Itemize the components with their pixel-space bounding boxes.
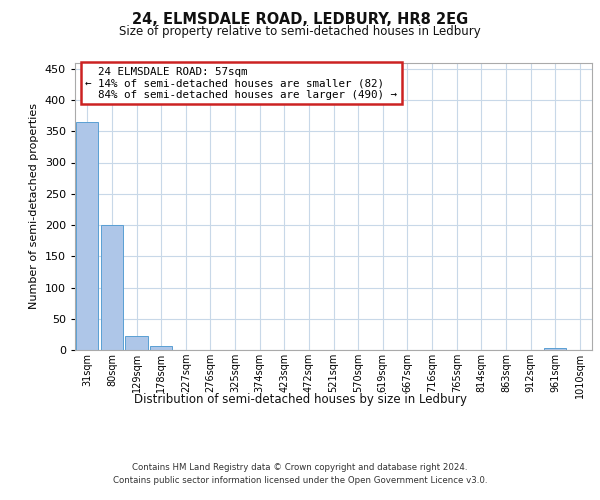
Text: 24 ELMSDALE ROAD: 57sqm
← 14% of semi-detached houses are smaller (82)
  84% of : 24 ELMSDALE ROAD: 57sqm ← 14% of semi-de… (85, 67, 397, 100)
Bar (150, 346, 172, 350)
Text: Distribution of semi-detached houses by size in Ledbury: Distribution of semi-detached houses by … (133, 392, 467, 406)
Text: Size of property relative to semi-detached houses in Ledbury: Size of property relative to semi-detach… (119, 25, 481, 38)
Text: Contains public sector information licensed under the Open Government Licence v3: Contains public sector information licen… (113, 476, 487, 485)
Y-axis label: Number of semi-detached properties: Number of semi-detached properties (29, 104, 39, 309)
Bar (544, 348, 566, 350)
Bar (76, 122, 98, 350)
Text: 24, ELMSDALE ROAD, LEDBURY, HR8 2EG: 24, ELMSDALE ROAD, LEDBURY, HR8 2EG (132, 12, 468, 28)
Text: Contains HM Land Registry data © Crown copyright and database right 2024.: Contains HM Land Registry data © Crown c… (132, 462, 468, 471)
Bar (101, 225, 123, 350)
Bar (125, 336, 148, 350)
